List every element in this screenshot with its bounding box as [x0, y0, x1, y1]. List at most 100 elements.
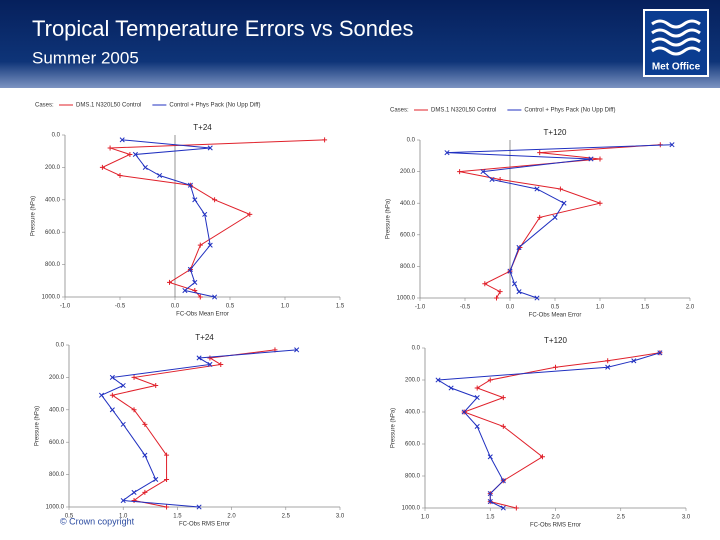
- data-point: [142, 421, 148, 427]
- data-point: [631, 358, 637, 364]
- data-point: [534, 295, 540, 301]
- data-point: [131, 498, 137, 504]
- data-point: [164, 452, 170, 458]
- x-tick-label: 0.5: [226, 304, 235, 310]
- slide-title: Tropical Temperature Errors vs Sondes: [32, 16, 414, 41]
- y-tick-label: 1000.0: [397, 296, 416, 302]
- x-tick-label: 2.5: [282, 514, 291, 520]
- data-point: [98, 392, 105, 398]
- x-tick-label: 2.0: [227, 514, 236, 520]
- data-point: [511, 281, 518, 287]
- y-tick-label: 200.0: [400, 169, 416, 175]
- slide-subtitle: Summer 2005: [32, 48, 139, 67]
- profile-line: [459, 144, 661, 299]
- data-point: [164, 504, 170, 510]
- data-point: [669, 142, 675, 148]
- x-tick-label: 0.5: [551, 305, 560, 311]
- data-point: [588, 156, 594, 162]
- y-tick-label: 1000.0: [42, 295, 61, 301]
- data-point: [487, 491, 493, 497]
- x-tick-label: 1.0: [119, 514, 128, 520]
- y-tick-label: 0.0: [52, 133, 61, 139]
- y-tick-label: 600.0: [405, 442, 421, 448]
- legend-label: DMS.1 N320L50 Control: [431, 108, 496, 114]
- x-tick-label: 1.0: [281, 304, 290, 310]
- data-point: [517, 244, 523, 250]
- data-point: [142, 452, 148, 458]
- data-point: [605, 364, 611, 370]
- data-point: [131, 374, 137, 380]
- data-point: [480, 169, 486, 175]
- data-point: [218, 361, 224, 367]
- data-point: [109, 407, 115, 413]
- data-point: [99, 164, 105, 170]
- y-tick-label: 200.0: [405, 378, 421, 384]
- data-point: [202, 211, 208, 217]
- legend-label: Control + Phys Pack (No Upp Diff): [524, 108, 615, 114]
- x-tick-label: 0.0: [506, 305, 515, 311]
- y-tick-label: 200.0: [45, 165, 61, 171]
- data-point: [489, 176, 495, 183]
- y-axis-label: Pressure (hPa): [31, 196, 37, 236]
- data-point: [557, 186, 563, 192]
- x-axis-label: FC-Obs Mean Error: [529, 313, 582, 319]
- data-point: [513, 505, 519, 511]
- data-point: [553, 364, 558, 370]
- data-point: [207, 361, 213, 367]
- data-point: [197, 242, 203, 248]
- data-point: [207, 355, 213, 361]
- data-point: [120, 421, 126, 427]
- y-tick-label: 600.0: [49, 440, 65, 446]
- data-point: [474, 395, 480, 401]
- data-point: [120, 382, 126, 389]
- x-tick-label: 1.5: [486, 515, 495, 521]
- data-point: [448, 385, 454, 391]
- data-point: [182, 287, 188, 294]
- profile-line: [122, 139, 215, 298]
- data-point: [435, 377, 441, 383]
- data-point: [500, 423, 506, 429]
- y-tick-label: 200.0: [49, 375, 65, 381]
- chart-title: T+120: [544, 128, 567, 137]
- data-point: [597, 200, 603, 206]
- x-tick-label: 1.5: [641, 305, 650, 311]
- data-point: [212, 294, 218, 300]
- y-tick-label: 800.0: [405, 474, 421, 480]
- y-tick-label: 1000.0: [402, 506, 421, 512]
- data-point: [192, 197, 198, 203]
- chart-title: T+120: [544, 336, 567, 345]
- y-tick-label: 800.0: [49, 472, 65, 478]
- data-point: [487, 454, 493, 460]
- data-point: [500, 505, 506, 511]
- data-point: [474, 423, 480, 429]
- data-point: [142, 164, 148, 170]
- data-point: [507, 268, 513, 274]
- data-point: [561, 200, 567, 206]
- x-tick-label: 1.5: [336, 304, 345, 310]
- logo: Met Office: [643, 9, 709, 77]
- data-point: [117, 173, 123, 178]
- data-point: [487, 377, 493, 383]
- legend-label: DMS.1 N320L50 Control: [76, 103, 141, 109]
- y-tick-label: 400.0: [49, 407, 65, 413]
- data-point: [167, 279, 172, 285]
- y-tick-label: 600.0: [45, 230, 61, 236]
- y-axis-label: Pressure (hPa): [35, 406, 41, 446]
- data-point: [537, 150, 543, 156]
- data-point: [153, 476, 159, 483]
- data-point: [497, 289, 503, 295]
- data-point: [187, 266, 193, 273]
- data-point: [322, 137, 328, 143]
- data-point: [444, 150, 450, 156]
- data-point: [109, 392, 115, 398]
- data-point: [164, 476, 170, 482]
- profile-line: [100, 349, 297, 508]
- x-tick-label: 0.0: [171, 304, 180, 310]
- data-point: [196, 355, 202, 361]
- data-point: [192, 279, 198, 285]
- data-point: [207, 242, 213, 248]
- data-point: [119, 137, 125, 143]
- legend-label: Control + Phys Pack (No Upp Diff): [169, 103, 260, 109]
- data-point: [131, 489, 137, 495]
- copyright: © Crown copyright: [60, 516, 135, 526]
